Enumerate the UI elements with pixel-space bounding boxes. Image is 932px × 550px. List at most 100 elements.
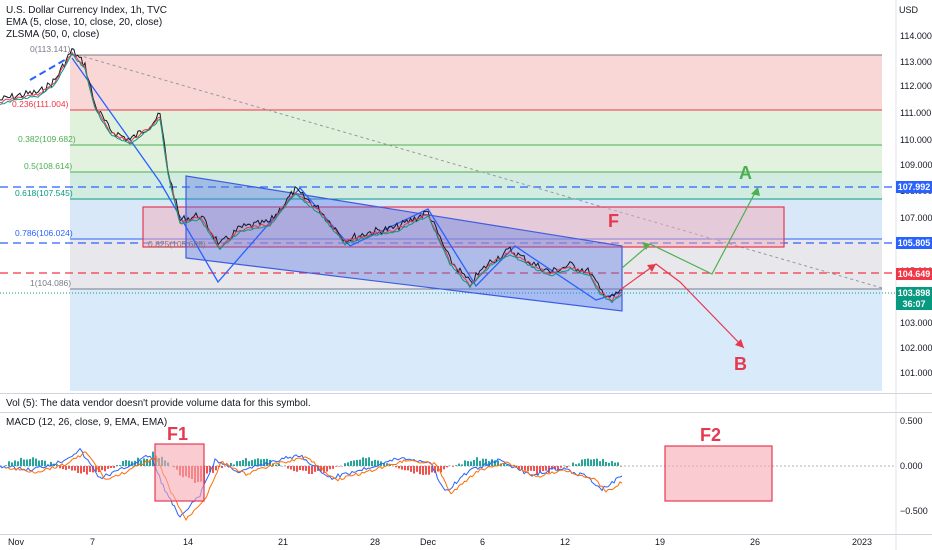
macd-bar bbox=[266, 458, 268, 466]
f2-rectangle[interactable] bbox=[664, 445, 773, 502]
macd-bar bbox=[350, 461, 352, 466]
time-label: Nov bbox=[8, 537, 25, 547]
macd-bar bbox=[227, 465, 229, 466]
price-tag: 104.649 bbox=[896, 268, 932, 280]
time-label: 28 bbox=[370, 537, 381, 547]
macd-bar bbox=[119, 465, 121, 466]
macd-bar bbox=[140, 460, 142, 466]
macd-bar bbox=[212, 466, 214, 473]
ema-legend[interactable]: EMA (5, close, 10, close, 20, close) bbox=[6, 17, 163, 28]
time-label: 7 bbox=[90, 537, 96, 547]
macd-bar bbox=[608, 462, 610, 466]
macd-bar bbox=[617, 462, 619, 466]
macd-bar bbox=[248, 461, 250, 466]
macd-bar bbox=[125, 460, 127, 466]
macd-bar bbox=[236, 461, 238, 466]
macd-bar bbox=[554, 466, 556, 470]
macd-bar bbox=[470, 461, 472, 466]
macd-bar bbox=[293, 466, 295, 472]
red-arrow-path[interactable] bbox=[619, 263, 745, 349]
macd-legend[interactable]: MACD (12, 26, close, 9, EMA, EMA) bbox=[6, 417, 168, 428]
grey-trendline[interactable] bbox=[77, 54, 883, 289]
macd-bar bbox=[581, 459, 583, 466]
macd-bar bbox=[335, 466, 337, 467]
macd-bar bbox=[338, 466, 340, 467]
macd-bar bbox=[263, 458, 265, 466]
macd-bar bbox=[404, 466, 406, 471]
macd-bar bbox=[440, 466, 442, 473]
macd-bar bbox=[209, 466, 211, 473]
macd-bar bbox=[596, 458, 598, 466]
macd-bar bbox=[302, 466, 304, 471]
macd-bar bbox=[317, 466, 319, 471]
currency-label: USD bbox=[899, 5, 919, 15]
macd-bar bbox=[74, 466, 76, 471]
macd-bar bbox=[584, 459, 586, 466]
descending-channel[interactable] bbox=[185, 175, 623, 312]
zlsma-legend[interactable]: ZLSMA (50, 0, close) bbox=[6, 29, 100, 40]
macd-bar bbox=[521, 466, 523, 470]
fib-label-0786: 0.786(106.024) bbox=[15, 228, 73, 238]
macd-bar bbox=[587, 458, 589, 466]
macd-bar bbox=[458, 463, 460, 466]
macd-bar bbox=[86, 466, 88, 475]
macd-bar bbox=[446, 466, 448, 468]
macd-bar bbox=[401, 466, 403, 470]
macd-bar bbox=[503, 463, 505, 466]
macd-bar bbox=[98, 466, 100, 473]
green-arrow-path[interactable] bbox=[621, 186, 759, 275]
macd-bar bbox=[77, 466, 79, 473]
macd-bar bbox=[71, 466, 73, 471]
macd-bar bbox=[308, 466, 310, 474]
macd-bar bbox=[578, 463, 580, 466]
macd-bar bbox=[17, 461, 19, 466]
macd-bar bbox=[275, 464, 277, 466]
macd-bar bbox=[62, 466, 64, 470]
fib-zone-236-382 bbox=[70, 110, 882, 145]
fib-label-0236: 0.236(111.004) bbox=[12, 99, 69, 109]
macd-bar bbox=[278, 463, 280, 466]
macd-bar bbox=[479, 460, 481, 466]
macd-bar bbox=[149, 460, 151, 466]
macd-bar bbox=[14, 460, 16, 466]
time-label: 2023 bbox=[852, 537, 873, 547]
macd-bar bbox=[434, 466, 436, 473]
price-tick: 109.000 bbox=[900, 160, 932, 170]
macd-bar bbox=[221, 466, 223, 469]
macd-bar bbox=[605, 461, 607, 466]
macd-bar bbox=[524, 466, 526, 471]
macd-bar bbox=[572, 462, 574, 466]
macd-bar bbox=[389, 464, 391, 466]
f1-rectangle[interactable] bbox=[154, 443, 205, 502]
macd-bar bbox=[602, 459, 604, 466]
macd-bar bbox=[311, 466, 313, 475]
macd-bar bbox=[56, 464, 58, 466]
macd-bar bbox=[329, 466, 331, 470]
macd-bar bbox=[542, 466, 544, 472]
macd-bar bbox=[530, 466, 532, 471]
macd-bar bbox=[38, 460, 40, 466]
volume-pane-separator bbox=[0, 393, 932, 394]
time-label: 14 bbox=[183, 537, 194, 547]
macd-bar bbox=[29, 459, 31, 466]
macd-bar bbox=[533, 466, 535, 472]
macd-bar bbox=[545, 466, 547, 471]
macd-bar bbox=[410, 466, 412, 472]
label-f2: F2 bbox=[700, 425, 722, 445]
zone-f-rectangle[interactable] bbox=[142, 206, 785, 248]
macd-bar bbox=[230, 463, 232, 466]
macd-bar bbox=[323, 466, 325, 473]
macd-tick-3: −0.500 bbox=[900, 506, 928, 516]
macd-bar bbox=[344, 463, 346, 466]
label-a: A bbox=[739, 163, 752, 183]
fib-label-0618: 0.618(107.545) bbox=[15, 188, 73, 198]
macd-bar bbox=[11, 462, 13, 466]
macd-bar bbox=[353, 460, 355, 466]
macd-bar bbox=[83, 466, 85, 473]
ema2-line bbox=[0, 52, 623, 304]
macd-bar bbox=[611, 460, 613, 466]
symbol-title[interactable]: U.S. Dollar Currency Index, 1h, TVC bbox=[6, 5, 167, 16]
macd-bar bbox=[20, 457, 22, 466]
label-b: B bbox=[734, 354, 747, 374]
